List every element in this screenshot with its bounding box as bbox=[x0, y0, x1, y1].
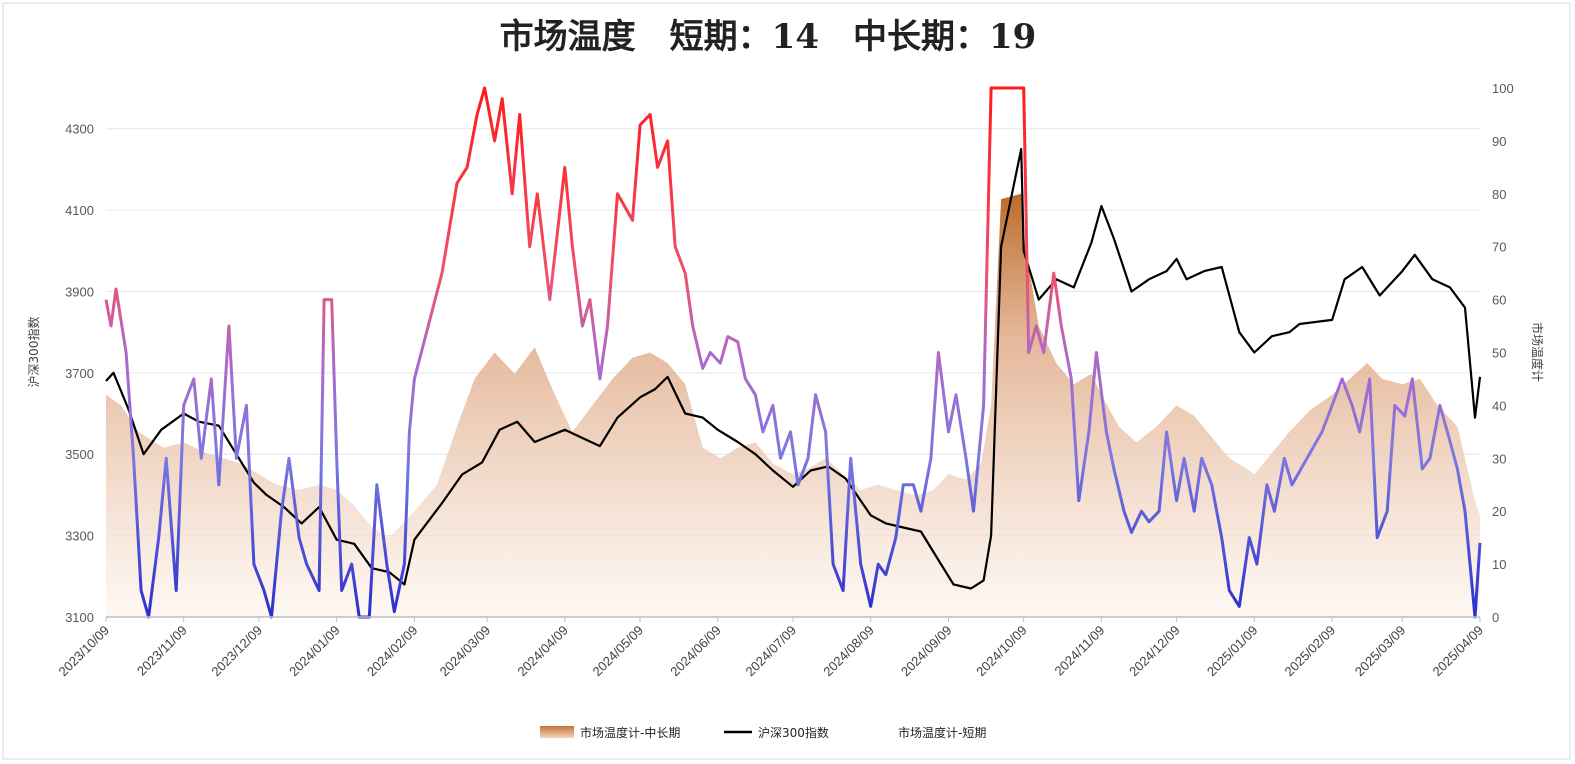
line-short-term bbox=[104, 86, 1482, 619]
right-tick-label: 100 bbox=[1492, 81, 1514, 96]
series-line-short-term bbox=[104, 86, 1482, 619]
line-hs300 bbox=[105, 147, 1482, 590]
left-tick-label: 3100 bbox=[65, 610, 94, 625]
legend-item-long-term: 市场温度计-中长期 bbox=[540, 725, 680, 740]
right-tick-label: 10 bbox=[1492, 557, 1506, 572]
right-tick-label: 30 bbox=[1492, 451, 1506, 466]
right-tick-label: 20 bbox=[1492, 504, 1506, 519]
area-long-term bbox=[106, 193, 1480, 618]
right-tick-label: 50 bbox=[1492, 346, 1506, 361]
right-tick-label: 40 bbox=[1492, 398, 1506, 413]
legend-item-hs300: 沪深300指数 bbox=[724, 725, 829, 740]
left-tick-label: 3500 bbox=[65, 447, 94, 462]
right-tick-label: 0 bbox=[1492, 610, 1499, 625]
chart-title: 市场温度 短期：14 中长期：19 bbox=[500, 17, 1037, 57]
series-line-hs300 bbox=[105, 147, 1482, 590]
left-tick-label: 3300 bbox=[65, 529, 94, 544]
series-area-long-term bbox=[106, 193, 1480, 618]
legend-label: 市场温度计-短期 bbox=[898, 725, 986, 740]
left-tick-label: 3700 bbox=[65, 366, 94, 381]
legend-label: 市场温度计-中长期 bbox=[580, 725, 680, 740]
left-axis-label: 沪深300指数 bbox=[26, 317, 41, 388]
right-tick-label: 70 bbox=[1492, 240, 1506, 255]
left-tick-label: 3900 bbox=[65, 284, 94, 299]
legend: 市场温度计-中长期 沪深300指数 市场温度计-短期 bbox=[540, 725, 986, 740]
right-tick-label: 60 bbox=[1492, 293, 1506, 308]
legend-swatch-area bbox=[540, 726, 574, 738]
right-tick-label: 80 bbox=[1492, 187, 1506, 202]
right-axis-label: 市场温度计 bbox=[1530, 322, 1545, 382]
legend-item-short-term: 市场温度计-短期 bbox=[864, 725, 986, 740]
right-tick-label: 90 bbox=[1492, 134, 1506, 149]
legend-label: 沪深300指数 bbox=[758, 725, 829, 740]
left-tick-label: 4100 bbox=[65, 203, 94, 218]
left-tick-label: 4300 bbox=[65, 122, 94, 137]
